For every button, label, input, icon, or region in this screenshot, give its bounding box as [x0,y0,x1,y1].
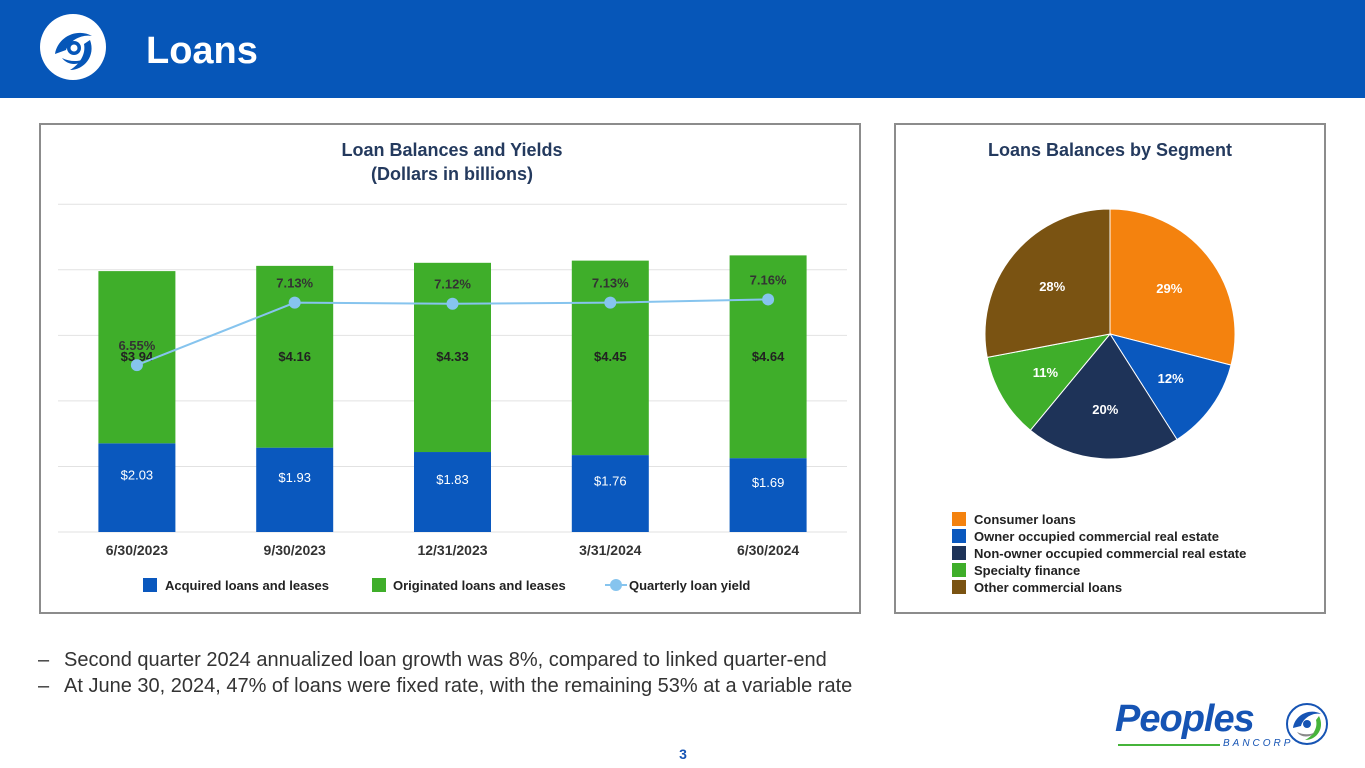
segment-pie-chart-panel: Loans Balances by Segment 29% 12% 20% 11% 28… [894,123,1326,614]
bar-originated [729,255,807,459]
pie-chart-title: Loans Balances by Segment [988,140,1232,160]
x-tick-label: 6/30/2023 [106,542,168,558]
segment-pie-chart: Loans Balances by Segment 29% 12% 20% 11% 28… [952,140,1246,595]
pie-legend-swatch [952,580,966,594]
data-label-originated: $4.16 [278,349,311,364]
yield-data-label: 7.13% [276,276,313,291]
legend-swatch-acquired [143,578,157,592]
yield-data-label: 7.16% [750,272,787,287]
bullet-dash: – [38,675,50,697]
pie-legend-swatch [952,512,966,526]
pie-slice [1108,333,1232,441]
pie-legend-label: Consumer loans [974,512,1076,527]
yield-point [604,296,617,309]
legend-swatch-originated [372,578,386,592]
bar-chart-title: Loan Balances and Yields [341,140,562,160]
pie-legend-label: Non-owner occupied commercial real estat… [974,546,1246,561]
pie-slice [986,333,1112,432]
bullet-item: – At June 30, 2024, 47% of loans were fix… [38,673,852,699]
bar-acquired [571,455,649,532]
data-label-acquired: $2.03 [121,468,154,483]
bar-originated [414,262,491,453]
pie-legend-label: Other commercial loans [974,580,1122,595]
legend-marker-yield [610,579,622,591]
pie-legend-label: Owner occupied commercial real estate [974,529,1219,544]
yield-point [288,296,301,309]
data-label-acquired: $1.83 [436,472,469,487]
bar-originated [256,265,334,448]
bar-acquired [729,458,807,532]
page-title: Loans [146,30,258,72]
yield-point [130,359,143,372]
legend-label-yield: Quarterly loan yield [629,578,750,593]
bar-chart-subtitle: (Dollars in billions) [371,164,533,184]
brand-underline [1118,744,1220,746]
pie-legend-swatch [952,546,966,560]
header-bar: Loans [0,0,1365,98]
pie-legend-label: Specialty finance [974,563,1080,578]
pie-slice [984,208,1111,359]
pie-slice-label: 12% [1158,371,1184,386]
peoples-logo-icon [40,14,106,80]
bar-acquired [98,443,176,532]
bullet-item: – Second quarter 2024 annualized loan gro… [38,647,852,673]
x-tick-label: 12/31/2023 [417,542,487,558]
brand-subtitle: BANCORP [1223,738,1294,749]
pie-slice-label: 11% [1033,365,1059,380]
yield-data-label: 7.12% [434,277,471,292]
yield-data-label: 6.55% [118,338,155,353]
bar-originated [98,271,176,444]
bar-acquired [256,447,334,532]
yield-data-label: 7.13% [592,276,629,291]
bullet-dash: – [38,649,50,671]
x-tick-label: 3/31/2024 [579,542,641,558]
brand-name: Peoples [1115,698,1255,740]
pie-slice-label: 28% [1039,279,1065,294]
pie-slice [1029,333,1178,460]
data-label-acquired: $1.69 [752,475,785,490]
peoples-bancorp-brand: Peoples BANCORP [1115,698,1335,754]
bullet-text: At June 30, 2024, 47% of loans were fixe… [64,675,853,697]
data-label-originated: $4.64 [752,349,785,364]
legend-label-originated: Originated loans and leases [393,578,566,593]
yield-point [762,293,775,306]
loan-balances-chart-panel: Loan Balances and Yields (Dollars in bil… [39,123,861,614]
brand-emblem-icon [1286,703,1328,745]
bullet-text: Second quarter 2024 annualized loan grow… [64,649,827,671]
pie-slice [1109,208,1236,366]
bar-originated [571,260,649,456]
x-tick-label: 6/30/2024 [737,542,799,558]
x-tick-label: 9/30/2023 [264,542,326,558]
data-label-acquired: $1.93 [278,470,311,485]
pie-slice-label: 20% [1092,402,1118,417]
data-label-originated: $4.33 [436,349,469,364]
bar-acquired [414,452,491,532]
pie-legend-swatch [952,563,966,577]
data-label-acquired: $1.76 [594,474,627,489]
data-label-originated: $3.94 [121,349,154,364]
legend-label-acquired: Acquired loans and leases [165,578,329,593]
pie-slice-label: 29% [1156,281,1182,296]
pie-legend-swatch [952,529,966,543]
yield-point [446,297,459,310]
loan-balances-chart: Loan Balances and Yields (Dollars in bil… [58,140,847,593]
page-number: 3 [679,746,687,762]
summary-bullets: – Second quarter 2024 annualized loan gro… [38,647,852,699]
data-label-originated: $4.45 [594,349,627,364]
